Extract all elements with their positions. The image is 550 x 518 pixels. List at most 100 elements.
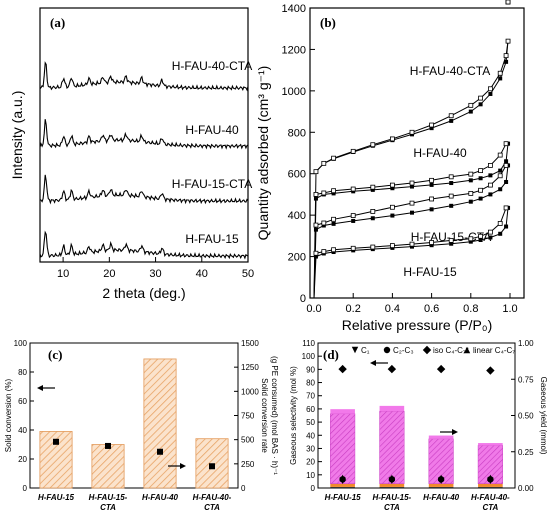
panel-a-frame — [39, 7, 249, 263]
panel-b-letter: (b) — [320, 15, 336, 30]
panel-b-adsorption-point — [313, 196, 318, 201]
panel-c-y2tick-label: 1000 — [241, 387, 259, 396]
panel-b-frame — [309, 7, 525, 299]
panel-b-ytick-label: 800 — [288, 127, 306, 139]
panel-a-letter: (a) — [50, 15, 65, 30]
panel-c-y2label-line2: (g PE consumed) (mol BAS · h)⁻¹ — [270, 356, 279, 475]
panel-c-y2tick-label: 1500 — [241, 339, 259, 348]
panel-b-adsorption-point — [504, 59, 509, 64]
panel-b-desorption-point — [350, 186, 356, 192]
panel-b-desorption-point — [389, 243, 395, 248]
panel-d-y2tick-label: 0.00 — [518, 484, 534, 493]
panel-b-desorption-point — [331, 216, 337, 222]
panel-b-adsorption-point — [410, 244, 414, 249]
panel-d-legend-label: C₂-C₃ — [393, 346, 414, 355]
panel-c-y2tick-label: 500 — [241, 436, 255, 445]
panel-c-category-label: CTA — [204, 503, 220, 512]
panel-b-adsorption-point — [410, 210, 414, 215]
panel-b-desorption-point — [448, 174, 454, 180]
panel-b-adsorption-point — [468, 109, 473, 114]
panel-c-y2tick-label: 750 — [241, 412, 255, 421]
panel-d-stacked-bar-segment — [478, 486, 503, 488]
panel-b-desorption-point — [370, 209, 376, 214]
panel-b-desorption-point — [313, 192, 319, 197]
panel-d-category-label: H-FAU-40 — [423, 493, 460, 502]
panel-d-stacked-bar-segment — [428, 486, 454, 488]
panel-b-desorption-point — [448, 238, 454, 243]
panel-b-desorption-point — [313, 250, 319, 256]
panel-b-ytick-label: 1200 — [282, 44, 306, 56]
panel-b-desorption-point — [429, 122, 435, 128]
panel-b-adsorption-point — [331, 191, 336, 196]
panel-b-ylabel: Quantity adsorbed (cm³ g⁻¹) — [255, 66, 271, 241]
panel-b-adsorption-point — [504, 159, 509, 164]
panel-b-desorption-line — [315, 41, 509, 172]
panel-d-stacked-bar-segment — [379, 483, 405, 487]
panel-b-adsorption-point — [488, 235, 493, 240]
panel-d-ylabel: Gaseous selectivity (mol %) — [289, 366, 298, 465]
panel-c-y2tick-label: 0 — [241, 484, 246, 493]
panel-b-desorption-point — [370, 184, 376, 190]
panel-c-rate-point — [105, 442, 111, 449]
panel-d-category-label: CTA — [384, 503, 400, 512]
panel-b-desorption-point — [468, 236, 474, 242]
panel-c-rate-point — [53, 438, 59, 445]
panel-b-adsorption-point — [313, 254, 318, 259]
panel-b-desorption-point — [321, 220, 327, 226]
panel-b-adsorption-point — [449, 241, 454, 246]
panel-b-desorption-point — [478, 233, 484, 239]
panel-b-adsorption-line — [313, 165, 509, 299]
panel-b-desorption-point — [321, 190, 327, 196]
panel-d-left-arrowhead — [370, 360, 376, 366]
panel-b-ytick-label: 600 — [288, 169, 306, 181]
panel-d-ytick-label: 100 — [302, 352, 316, 361]
panel-d-stacked-bar-segment — [330, 409, 355, 414]
panel-d-yield-point — [388, 474, 396, 482]
panel-b-desorption-point — [409, 200, 415, 206]
panel-b-adsorption-point — [498, 231, 503, 236]
panel-b-desorption-point — [370, 244, 376, 250]
panel-a-xtick-label: 10 — [57, 268, 69, 280]
panel-b-desorption-point — [350, 213, 356, 218]
panel-b-desorption-point — [409, 129, 415, 135]
panel-b-xtick-label: 0.6 — [424, 303, 439, 315]
panel-b-adsorption-point — [313, 227, 318, 232]
panel-d-ytick-label: 110 — [302, 339, 315, 348]
panel-c-category-label: H-FAU-15- — [89, 493, 128, 502]
panel-b-adsorption-point — [488, 91, 493, 96]
panel-b-adsorption-point — [351, 218, 356, 223]
panel-b-adsorption-point — [331, 221, 336, 226]
panel-b-adsorption-point — [321, 223, 326, 228]
panel-b-adsorption-point — [429, 207, 434, 212]
panel-c-ytick-label: 20 — [18, 455, 27, 464]
panel-b-series-label: H-FAU-15 — [403, 265, 457, 279]
panel-b-desorption-point — [503, 141, 509, 147]
panel-b-adsorption-point — [370, 216, 375, 221]
panel-b-desorption-point — [505, 38, 511, 44]
panel-b-desorption-point — [497, 173, 503, 179]
panel-b-adsorption-point — [468, 178, 473, 183]
panel-a-series-label: H-FAU-40 — [185, 123, 239, 137]
panel-b-desorption-point — [503, 163, 509, 168]
panel-d-ytick-label: 30 — [306, 444, 315, 453]
panel-b-desorption-point — [313, 169, 319, 175]
panel-b-desorption-point — [478, 187, 484, 193]
panel-b-desorption-point — [478, 95, 484, 101]
panel-a-series-line — [39, 174, 249, 205]
panel-c-ytick-label: 40 — [18, 426, 27, 435]
panel-c-y2tick-label: 1250 — [241, 363, 259, 372]
panel-b-desorption-point — [468, 171, 474, 177]
panel-c-category-label: H-FAU-40 — [142, 493, 179, 502]
panel-c-ytick-label: 80 — [18, 368, 27, 377]
panel-b-adsorption-point — [429, 182, 434, 187]
panel-b-ytick-label: 400 — [288, 210, 306, 222]
panel-b-adsorption-point — [468, 199, 473, 204]
panel-d-y2tick-label: 0.25 — [518, 448, 534, 457]
panel-b-adsorption-point — [370, 187, 375, 192]
panel-d-stacked-bar-segment — [428, 483, 454, 487]
panel-d-stacked-bar-segment — [379, 405, 405, 412]
panel-d-y2tick-label: 0.50 — [518, 412, 534, 421]
panel-b-adsorption-point — [390, 213, 395, 218]
panel-b-desorption-point — [409, 241, 415, 247]
panel-d-ytick-label: 70 — [306, 392, 315, 401]
